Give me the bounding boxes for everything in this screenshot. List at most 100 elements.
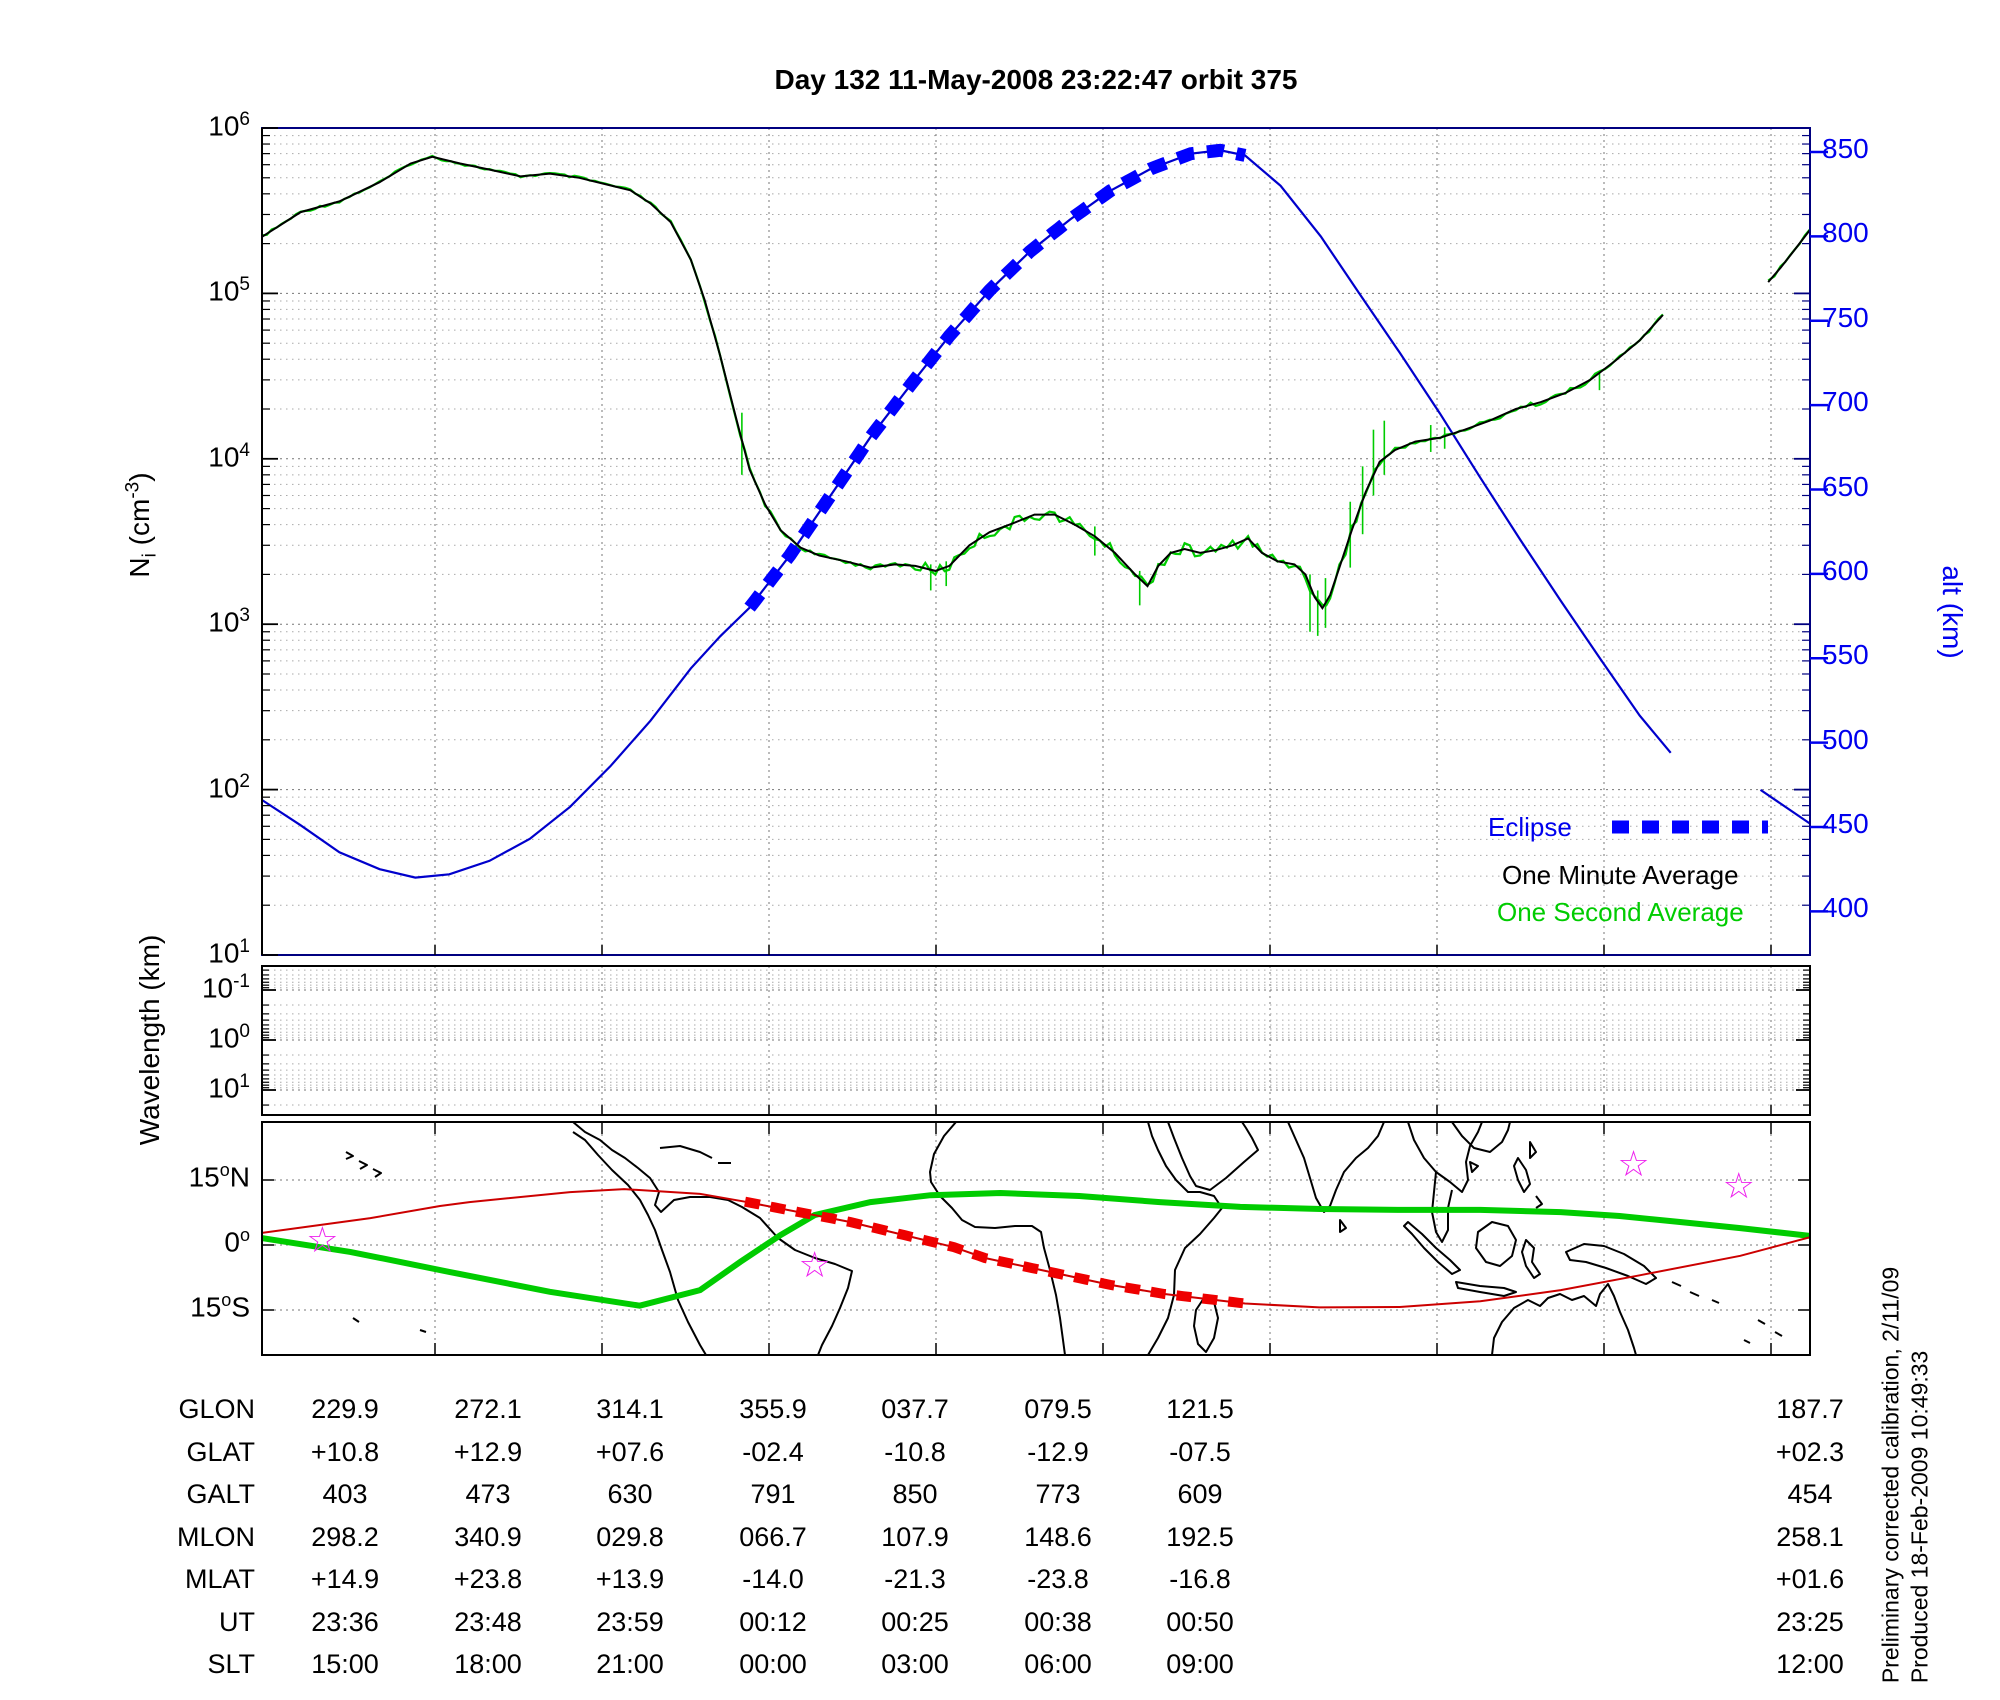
table-cell-glon: 314.1 [596,1394,664,1424]
table-cell-glon: 079.5 [1024,1394,1092,1424]
table-cell-mlon: 258.1 [1776,1522,1844,1552]
alt-y-tick-label: 650 [1822,470,1869,502]
alt-y-tick-label: 700 [1822,386,1869,418]
table-cell-galt: 609 [1177,1479,1223,1509]
table-cell-mlat: -23.8 [1027,1564,1089,1594]
table-cell-slt: 03:00 [881,1649,949,1679]
coastline [372,1168,382,1178]
table-cell-mlat: +23.8 [453,1564,523,1594]
table-cell-mlat: +13.9 [595,1564,665,1594]
ni-y-tick-label: 101 [208,936,250,969]
coastline [659,1145,713,1159]
coastline [1469,1161,1479,1173]
table-cell-ut: 00:25 [881,1607,949,1637]
table-row-label: GALT [186,1479,255,1509]
coastline [1529,1141,1537,1159]
ground-station-star-icon: ☆ [1723,1166,1755,1207]
coastline [1339,1219,1347,1233]
ni-axis-label-sup: -3 [122,481,144,499]
coastline [1455,1281,1517,1297]
alt-y-tick-label: 600 [1822,554,1869,586]
ground-station-star-icon: ☆ [306,1220,338,1261]
table-cell-glon: 037.7 [881,1394,949,1424]
ni-y-tick-label: 102 [208,770,250,803]
alt-y-tick-label: 550 [1822,639,1869,671]
alt-y-tick-label: 750 [1822,301,1869,333]
table-cell-glat: -02.4 [742,1437,804,1467]
alt-y-tick-label: 500 [1822,723,1869,755]
alt-y-tick-label: 400 [1822,892,1869,924]
map-border [261,1121,1811,1356]
table-cell-slt: 06:00 [1024,1649,1092,1679]
table-cell-glon: 187.7 [1776,1394,1844,1424]
alt-y-tick-label: 800 [1822,217,1869,249]
table-cell-ut: 00:50 [1166,1607,1234,1637]
ni-y-tick-label: 106 [208,109,250,142]
table-cell-mlon: 340.9 [454,1522,522,1552]
table-cell-ut: 23:36 [311,1607,379,1637]
table-cell-slt: 00:00 [739,1649,807,1679]
ground-station-star-icon: ☆ [1617,1144,1649,1185]
table-cell-ut: 00:38 [1024,1607,1092,1637]
table-cell-glat: +12.9 [453,1437,523,1467]
coastline [1743,1339,1751,1344]
ni-y-tick-label: 105 [208,274,250,307]
coastline [345,1151,354,1160]
table-cell-galt: 403 [322,1479,368,1509]
magnetic-equator-curve [262,1189,1810,1309]
table-cell-mlat: +01.6 [1775,1564,1845,1594]
coastline [1757,1319,1766,1325]
coastline [352,1317,360,1323]
table-row-label: SLT [207,1649,255,1679]
table-cell-mlat: -14.0 [742,1564,804,1594]
table-cell-glon: 272.1 [454,1394,522,1424]
coastline [1475,1221,1517,1267]
legend-one-minute-label: One Minute Average [1502,860,1739,890]
table-cell-galt: 454 [1787,1479,1833,1509]
table-cell-mlon: 066.7 [739,1522,807,1552]
table-cell-mlon: 298.2 [311,1522,379,1552]
coastline [1403,1221,1461,1275]
map-lat-label: 15oN [188,1160,250,1193]
table-cell-mlat: +14.9 [310,1564,380,1594]
coastline [929,1122,1223,1355]
table-cell-glat: +07.6 [595,1437,665,1467]
table-cell-slt: 15:00 [311,1649,379,1679]
table-cell-glat: -10.8 [884,1437,946,1467]
ni-axis-label-mid: (cm [123,498,155,554]
table-cell-glat: -07.5 [1169,1437,1231,1467]
coastline [1287,1122,1385,1213]
coastline [1774,1331,1783,1337]
table-row-label: UT [219,1607,255,1637]
coastline [1671,1281,1682,1287]
alt-y-tick-label: 450 [1822,808,1869,839]
table-cell-mlon: 107.9 [881,1522,949,1552]
table-row-label: GLAT [186,1437,255,1467]
coastline [1565,1243,1657,1285]
legend-eclipse-label: Eclipse [1488,812,1572,842]
table-cell-glat: -12.9 [1027,1437,1089,1467]
coastline [572,1122,853,1355]
altitude-curve [261,149,1672,879]
ni-axis-label: Ni (cm-3) [123,472,162,577]
table-row-label: GLON [178,1394,255,1424]
map-lat-label: 15oS [190,1289,250,1323]
legend-one-second-label: One Second Average [1497,897,1744,927]
table-cell-mlat: -21.3 [884,1564,946,1594]
coastline [419,1329,427,1333]
ground-track-eclipse-overlay [744,1196,1246,1309]
coastline [1451,1122,1511,1153]
coastline [1535,1195,1543,1209]
ni-y-tick-label: 103 [208,605,250,638]
table-cell-ut: 23:59 [596,1607,664,1637]
ni-axis-label-sub: i [139,553,161,558]
table-cell-galt: 773 [1035,1479,1081,1509]
coastline [1521,1239,1541,1279]
table-cell-galt: 630 [607,1479,653,1509]
table-cell-glat: +02.3 [1775,1437,1845,1467]
ni-y-tick-label: 104 [208,439,250,473]
table-row-label: MLAT [184,1564,255,1594]
table-cell-ut: 00:12 [739,1607,807,1637]
satellite-ground-track [262,1188,1810,1309]
table-cell-glat: +10.8 [310,1437,380,1467]
